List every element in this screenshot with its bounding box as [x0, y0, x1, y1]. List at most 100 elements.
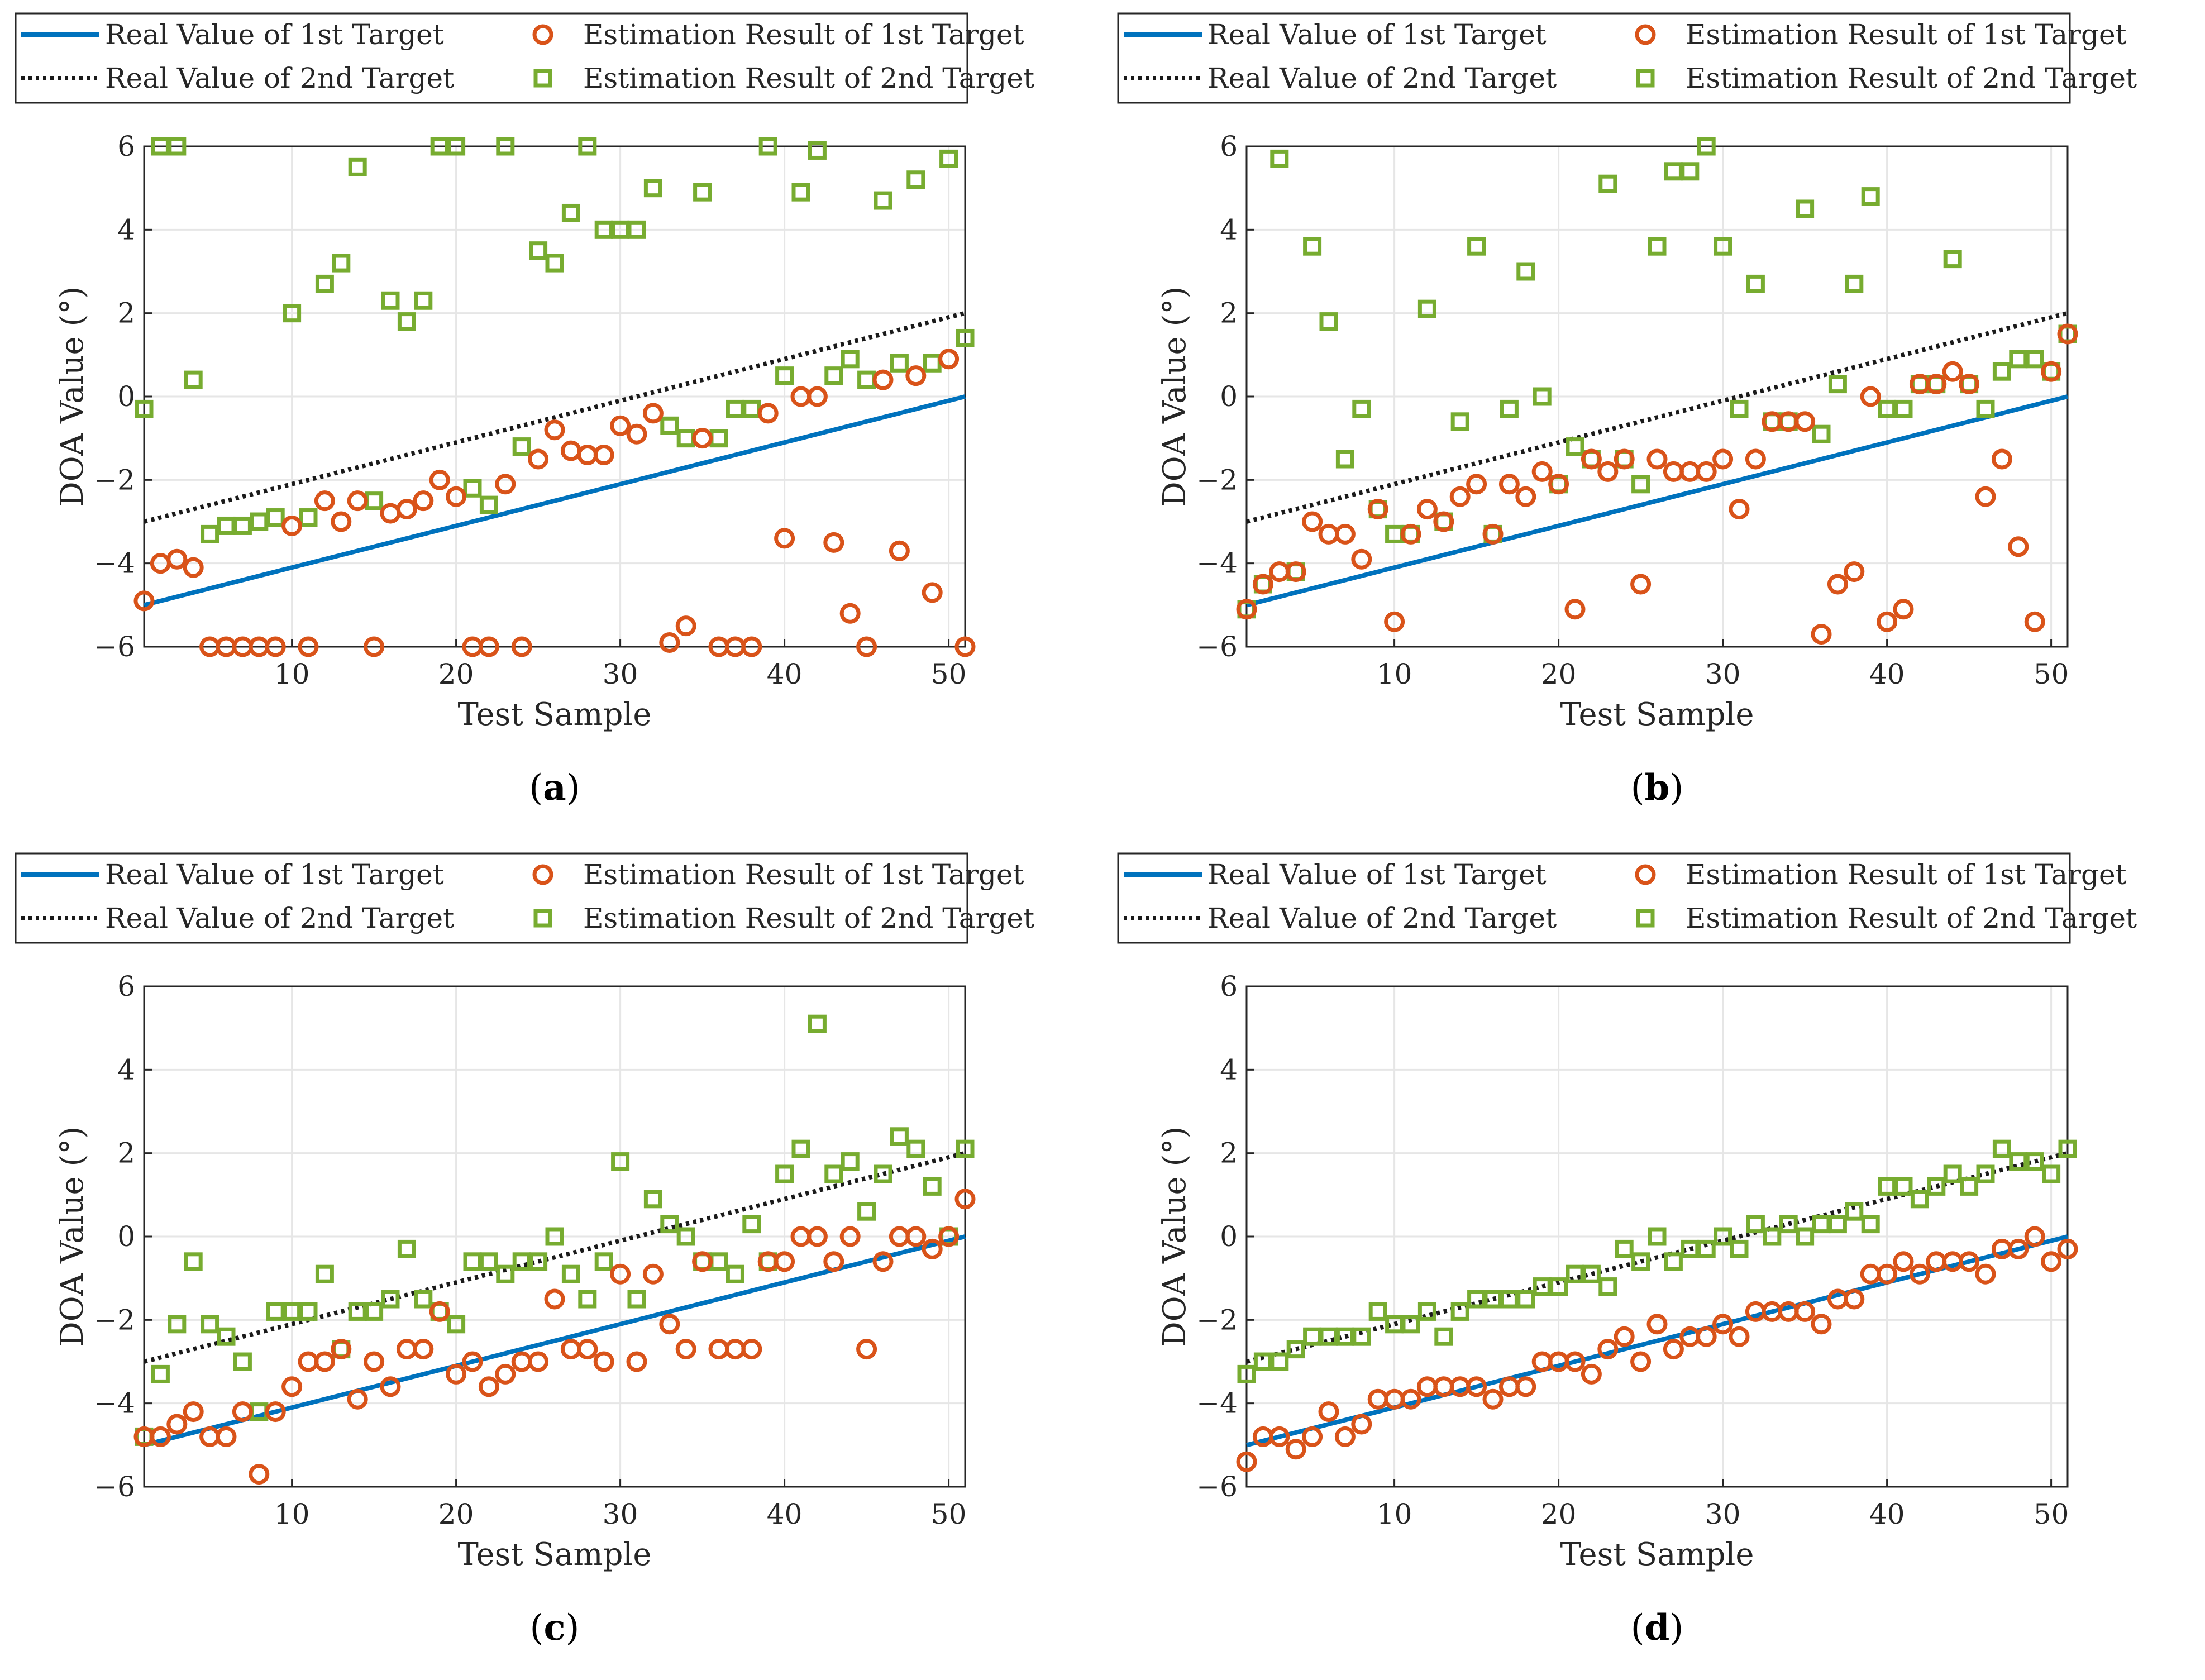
point-est-1st: [544, 1288, 565, 1310]
x-tick-label: 30: [603, 658, 638, 690]
legend-box: [15, 12, 968, 104]
point-est-2nd: [315, 274, 334, 293]
point-est-1st: [544, 419, 565, 441]
point-est-1st: [1844, 1288, 1865, 1310]
point-est-2nd: [874, 1164, 892, 1183]
point-est-1st: [1498, 474, 1520, 495]
point-est-1st: [823, 532, 844, 553]
point-est-2nd: [184, 1252, 203, 1271]
point-est-2nd: [2025, 1152, 2044, 1171]
point-est-2nd: [463, 479, 482, 498]
point-est-1st: [1696, 1326, 1717, 1347]
point-est-1st: [1630, 574, 1652, 595]
point-est-2nd: [660, 416, 679, 435]
x-tick-label: 20: [1541, 1498, 1577, 1530]
point-est-1st: [183, 1401, 204, 1423]
point-est-2nd: [217, 1327, 236, 1346]
point-est-2nd: [627, 1290, 646, 1309]
point-est-1st: [856, 1339, 877, 1360]
point-est-1st: [2024, 611, 2045, 632]
y-tick-label: −2: [1196, 1304, 1238, 1336]
point-est-2nd: [299, 508, 318, 527]
y-tick-label: 4: [117, 213, 135, 246]
point-est-2nd: [1450, 412, 1469, 431]
point-est-2nd: [496, 1264, 515, 1283]
legend-label-est-2nd: Estimation Result of 2nd Target: [1686, 902, 2137, 934]
y-tick-label: 0: [1220, 380, 1238, 413]
point-est-1st: [1433, 511, 1454, 532]
point-est-1st: [1663, 461, 1684, 482]
point-est-1st: [314, 490, 335, 512]
point-est-2nd: [348, 157, 367, 176]
point-est-1st: [1597, 1339, 1619, 1360]
point-est-1st: [314, 1351, 335, 1372]
point-est-2nd: [1845, 274, 1864, 293]
point-est-1st: [364, 636, 385, 657]
legend-label-real-2nd: Real Value of 2nd Target: [1207, 62, 1557, 94]
point-est-1st: [1679, 461, 1701, 482]
point-est-1st: [642, 1263, 664, 1285]
point-est-1st: [1334, 1426, 1356, 1447]
y-tick-label: −2: [94, 464, 135, 496]
point-est-1st: [1811, 1314, 1832, 1335]
x-axis-label: Test Sample: [1560, 696, 1754, 733]
point-est-2nd: [808, 141, 827, 160]
point-est-1st: [495, 1363, 516, 1385]
point-est-2nd: [906, 170, 925, 189]
point-est-2nd: [184, 370, 203, 389]
panel-a: 10 20 30 40 50 −6 −4 −2 0 2 4 6 Test Sample DOA Value…: [0, 0, 1102, 840]
point-est-1st: [806, 1226, 828, 1247]
point-est-1st: [1909, 1263, 1930, 1285]
point-est-1st: [413, 1339, 434, 1360]
legend: Real Value of 1st Target Real Value of 2n…: [1117, 12, 2137, 104]
point-est-1st: [856, 636, 877, 657]
series-real-1st-target: [1246, 1234, 2068, 1448]
point-est-1st: [1663, 1339, 1684, 1360]
point-est-1st: [1367, 499, 1388, 520]
point-est-1st: [478, 1376, 499, 1397]
panel-d: 10 20 30 40 50 −6 −4 −2 0 2 4 6 Test Sample DOA Value…: [1102, 840, 2205, 1680]
point-est-1st: [905, 365, 927, 386]
legend: Real Value of 1st Target Real Value of 2n…: [1117, 852, 2137, 944]
y-tick-label: 2: [1220, 297, 1238, 330]
point-est-1st: [1416, 499, 1438, 520]
series-est-1st-target: [1236, 1226, 2078, 1472]
x-tick-label: 30: [1705, 658, 1741, 690]
point-est-1st: [183, 557, 204, 578]
point-est-2nd: [332, 254, 351, 273]
point-est-2nd: [1664, 162, 1683, 181]
caption-letter: a: [543, 767, 566, 809]
point-est-1st: [1334, 523, 1356, 545]
point-est-2nd: [1631, 1252, 1650, 1271]
point-est-1st: [577, 445, 598, 466]
point-est-1st: [1400, 523, 1421, 545]
point-est-1st: [1646, 1314, 1668, 1335]
point-est-2nd: [1927, 1177, 1946, 1196]
y-axis-label: DOA Value (°): [1157, 1127, 1193, 1347]
point-est-2nd: [1401, 1315, 1420, 1334]
point-est-1st: [396, 1339, 417, 1360]
series-real-2nd-target: [144, 1151, 966, 1364]
point-est-1st: [839, 603, 861, 624]
legend-label-est-2nd: Estimation Result of 2nd Target: [1686, 62, 2137, 94]
point-est-1st: [889, 540, 910, 561]
point-est-1st: [2008, 536, 2029, 557]
point-est-2nd: [1746, 274, 1765, 293]
point-est-2nd: [824, 1164, 843, 1183]
caption-close: ): [566, 767, 580, 809]
legend-swatch-est-2nd: [533, 69, 552, 88]
y-tick-label: −6: [94, 1471, 135, 1503]
point-est-2nd: [594, 1252, 613, 1271]
point-est-2nd: [1533, 387, 1552, 406]
legend: Real Value of 1st Target Real Value of 2n…: [15, 852, 1034, 944]
point-est-2nd: [611, 1152, 630, 1171]
point-est-1st: [642, 403, 664, 424]
point-est-1st: [1959, 1251, 1980, 1272]
point-est-2nd: [1943, 1164, 1962, 1183]
point-est-2nd: [1796, 199, 1815, 218]
point-est-2nd: [1894, 1177, 1913, 1196]
point-est-1st: [281, 1376, 303, 1397]
panel-caption: (d): [1631, 1607, 1684, 1649]
point-est-1st: [429, 469, 450, 490]
legend-label-real-2nd: Real Value of 2nd Target: [105, 62, 454, 94]
